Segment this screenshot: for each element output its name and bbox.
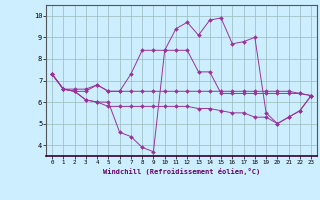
X-axis label: Windchill (Refroidissement éolien,°C): Windchill (Refroidissement éolien,°C) <box>103 168 260 175</box>
